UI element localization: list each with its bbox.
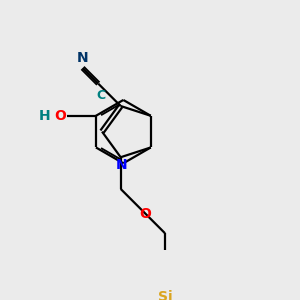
Text: O: O	[54, 109, 66, 123]
Text: C: C	[96, 88, 105, 102]
Text: Si: Si	[158, 290, 172, 300]
Text: N: N	[116, 158, 128, 172]
Text: N: N	[77, 52, 88, 65]
Text: O: O	[140, 207, 151, 220]
Text: H: H	[39, 109, 50, 123]
